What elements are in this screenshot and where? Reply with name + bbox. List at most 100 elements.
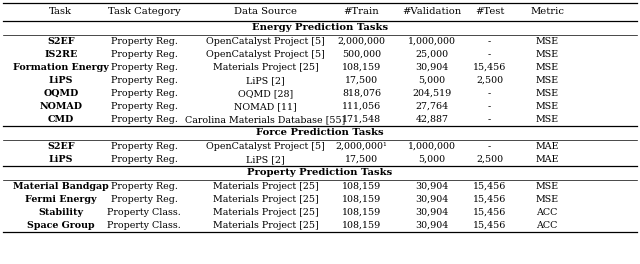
Text: Fermi Energy: Fermi Energy: [25, 195, 97, 204]
Text: -: -: [488, 115, 492, 124]
Text: MSE: MSE: [536, 182, 559, 191]
Text: LiPS [2]: LiPS [2]: [246, 76, 285, 85]
Text: LiPS: LiPS: [49, 155, 73, 164]
Text: Energy Prediction Tasks: Energy Prediction Tasks: [252, 23, 388, 32]
Text: -: -: [488, 102, 492, 111]
Text: Materials Project [25]: Materials Project [25]: [212, 208, 319, 217]
Text: MSE: MSE: [536, 195, 559, 204]
Text: 30,904: 30,904: [415, 182, 449, 191]
Text: Property Class.: Property Class.: [107, 221, 181, 230]
Text: Metric: Metric: [530, 7, 564, 16]
Text: Property Reg.: Property Reg.: [111, 155, 177, 164]
Text: OQMD: OQMD: [43, 89, 79, 98]
Text: Property Reg.: Property Reg.: [111, 115, 177, 124]
Text: 15,456: 15,456: [473, 63, 506, 72]
Text: Property Reg.: Property Reg.: [111, 142, 177, 151]
Text: Formation Energy: Formation Energy: [13, 63, 109, 72]
Text: Property Reg.: Property Reg.: [111, 89, 177, 98]
Text: IS2RE: IS2RE: [44, 50, 77, 59]
Text: 15,456: 15,456: [473, 182, 506, 191]
Text: 108,159: 108,159: [342, 182, 381, 191]
Text: ACC: ACC: [536, 221, 558, 230]
Text: Materials Project [25]: Materials Project [25]: [212, 195, 319, 204]
Text: 1,000,000: 1,000,000: [408, 37, 456, 46]
Text: 2,000,000: 2,000,000: [338, 37, 385, 46]
Text: 5,000: 5,000: [419, 155, 445, 164]
Text: Stability: Stability: [38, 208, 83, 217]
Text: -: -: [488, 89, 492, 98]
Text: -: -: [488, 37, 492, 46]
Text: Force Prediction Tasks: Force Prediction Tasks: [256, 129, 384, 138]
Text: OpenCatalyst Project [5]: OpenCatalyst Project [5]: [206, 37, 325, 46]
Text: NOMAD [11]: NOMAD [11]: [234, 102, 297, 111]
Text: -: -: [488, 142, 492, 151]
Text: 2,500: 2,500: [476, 155, 503, 164]
Text: OpenCatalyst Project [5]: OpenCatalyst Project [5]: [206, 50, 325, 59]
Text: 2,500: 2,500: [476, 76, 503, 85]
Text: Task Category: Task Category: [108, 7, 180, 16]
Text: #Train: #Train: [344, 7, 380, 16]
Text: Property Prediction Tasks: Property Prediction Tasks: [248, 168, 392, 177]
Text: #Validation: #Validation: [403, 7, 461, 16]
Text: 30,904: 30,904: [415, 63, 449, 72]
Text: LiPS: LiPS: [49, 76, 73, 85]
Text: Property Reg.: Property Reg.: [111, 76, 177, 85]
Text: Property Class.: Property Class.: [107, 208, 181, 217]
Text: 108,159: 108,159: [342, 195, 381, 204]
Text: Property Reg.: Property Reg.: [111, 50, 177, 59]
Text: NOMAD: NOMAD: [39, 102, 83, 111]
Text: Task: Task: [49, 7, 72, 16]
Text: 27,764: 27,764: [415, 102, 449, 111]
Text: 171,548: 171,548: [342, 115, 381, 124]
Text: 25,000: 25,000: [415, 50, 449, 59]
Text: 108,159: 108,159: [342, 63, 381, 72]
Text: Material Bandgap: Material Bandgap: [13, 182, 109, 191]
Text: LiPS [2]: LiPS [2]: [246, 155, 285, 164]
Text: Carolina Materials Database [55]: Carolina Materials Database [55]: [186, 115, 346, 124]
Text: Materials Project [25]: Materials Project [25]: [212, 182, 319, 191]
Text: 204,519: 204,519: [412, 89, 452, 98]
Text: 1,000,000: 1,000,000: [408, 142, 456, 151]
Text: 30,904: 30,904: [415, 195, 449, 204]
Text: 108,159: 108,159: [342, 208, 381, 217]
Text: Property Reg.: Property Reg.: [111, 63, 177, 72]
Text: 15,456: 15,456: [473, 195, 506, 204]
Text: S2EF: S2EF: [47, 142, 75, 151]
Text: MAE: MAE: [536, 155, 559, 164]
Text: Data Source: Data Source: [234, 7, 297, 16]
Text: MSE: MSE: [536, 50, 559, 59]
Text: 2,000,000¹: 2,000,000¹: [336, 142, 387, 151]
Text: MAE: MAE: [536, 142, 559, 151]
Text: Space Group: Space Group: [27, 221, 95, 230]
Text: Property Reg.: Property Reg.: [111, 195, 177, 204]
Text: Property Reg.: Property Reg.: [111, 182, 177, 191]
Text: 818,076: 818,076: [342, 89, 381, 98]
Text: 108,159: 108,159: [342, 221, 381, 230]
Text: #Test: #Test: [475, 7, 504, 16]
Text: MSE: MSE: [536, 63, 559, 72]
Text: 111,056: 111,056: [342, 102, 381, 111]
Text: 42,887: 42,887: [415, 115, 449, 124]
Text: Materials Project [25]: Materials Project [25]: [212, 63, 319, 72]
Text: 15,456: 15,456: [473, 208, 506, 217]
Text: 15,456: 15,456: [473, 221, 506, 230]
Text: MSE: MSE: [536, 37, 559, 46]
Text: MSE: MSE: [536, 102, 559, 111]
Text: CMD: CMD: [47, 115, 74, 124]
Text: -: -: [488, 50, 492, 59]
Text: 500,000: 500,000: [342, 50, 381, 59]
Text: MSE: MSE: [536, 76, 559, 85]
Text: Property Reg.: Property Reg.: [111, 102, 177, 111]
Text: 17,500: 17,500: [345, 155, 378, 164]
Text: OpenCatalyst Project [5]: OpenCatalyst Project [5]: [206, 142, 325, 151]
Text: 30,904: 30,904: [415, 208, 449, 217]
Text: 17,500: 17,500: [345, 76, 378, 85]
Text: 30,904: 30,904: [415, 221, 449, 230]
Text: Property Reg.: Property Reg.: [111, 37, 177, 46]
Text: S2EF: S2EF: [47, 37, 75, 46]
Text: OQMD [28]: OQMD [28]: [238, 89, 293, 98]
Text: Materials Project [25]: Materials Project [25]: [212, 221, 319, 230]
Text: ACC: ACC: [536, 208, 558, 217]
Text: MSE: MSE: [536, 115, 559, 124]
Text: 5,000: 5,000: [419, 76, 445, 85]
